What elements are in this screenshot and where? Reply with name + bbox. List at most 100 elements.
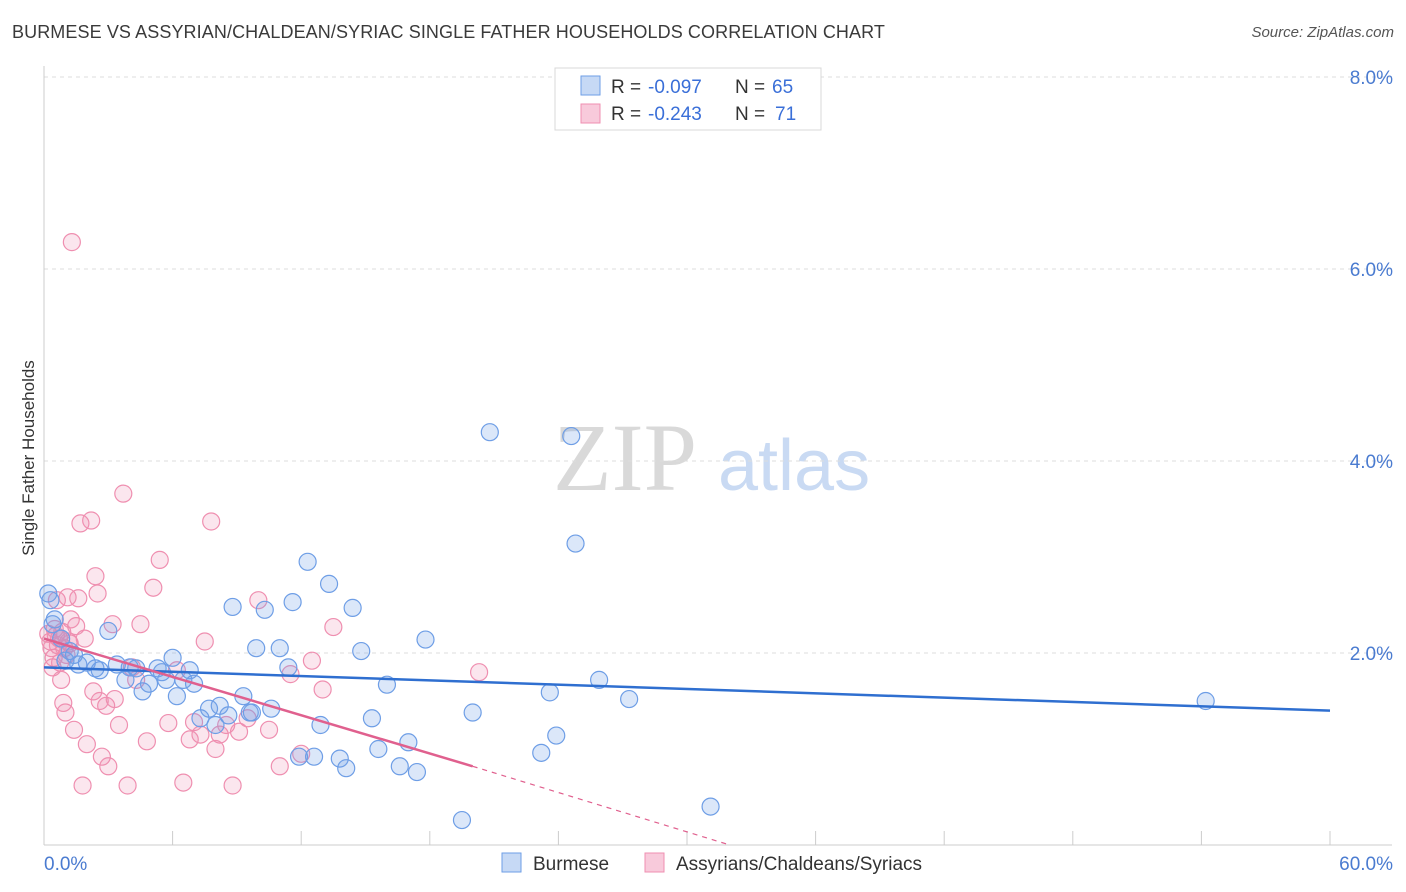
burmese-point (270, 639, 289, 658)
burmese-point (283, 593, 302, 612)
assyrian-point (62, 233, 81, 252)
burmese-point (547, 726, 566, 745)
assyrian-point (270, 757, 289, 776)
burmese-point (562, 426, 581, 446)
bottom-legend: Burmese Assyrians/Chaldeans/Syriacs (501, 852, 922, 875)
burmese-point (206, 715, 225, 735)
chart-title: BURMESE VS ASSYRIAN/CHALDEAN/SYRIAC SING… (12, 22, 885, 42)
assyrian-point (114, 484, 133, 503)
assyrian-point (249, 591, 268, 610)
burmese-point (620, 689, 639, 709)
assyrian-point (84, 682, 103, 701)
burmese-point (319, 574, 339, 593)
burmese-point (540, 683, 559, 702)
assyrian-point (137, 732, 156, 751)
burmese-point (330, 749, 349, 768)
watermark-atlas: atlas (718, 426, 870, 506)
burmese-point (219, 706, 238, 725)
assyrian-point (56, 703, 75, 722)
source-label: Source: ZipAtlas.com (1251, 24, 1394, 41)
assyrian-point (281, 665, 300, 684)
data-points (39, 233, 1215, 830)
burmese-point (279, 658, 298, 677)
legend-swatch-assyrian (580, 103, 601, 124)
legend-n-label-1: N = (735, 77, 765, 98)
burmese-point (480, 423, 499, 442)
assyrian-point (105, 689, 124, 709)
burmese-point (532, 743, 551, 762)
legend-n-value-1: 65 (772, 77, 793, 98)
grid (44, 76, 1392, 654)
legend-n-value-2: 71 (775, 104, 796, 125)
assyrian-point (73, 776, 92, 795)
assyrian-point (86, 567, 105, 586)
assyrian-point (195, 632, 214, 651)
assyrian-point (191, 725, 210, 744)
burmese-point (369, 739, 388, 759)
burmese-point (701, 797, 720, 816)
legend-swatch-burmese (580, 75, 601, 96)
assyrian-point (109, 715, 129, 735)
bottom-legend-swatch-burmese (501, 852, 522, 873)
assyrian-point (229, 722, 249, 741)
burmese-point (362, 709, 382, 728)
burmese-point (289, 747, 309, 766)
burmese-point (566, 534, 585, 553)
burmese-point (180, 661, 199, 680)
burmese-point (247, 639, 266, 658)
assyrian-point (259, 720, 279, 739)
burmese-point (298, 552, 317, 571)
legend-r-label-2: R = (611, 104, 641, 125)
assyrian-point (71, 514, 90, 533)
burmese-point (39, 584, 58, 603)
assyrian-point (77, 735, 96, 754)
assyrian-point (180, 730, 199, 749)
assyrian-point (99, 757, 118, 776)
assyrian-point (64, 720, 84, 739)
burmese-trend-line (43, 666, 1331, 712)
assyrian-point (69, 589, 88, 608)
bottom-legend-burmese: Burmese (533, 854, 609, 875)
burmese-point (167, 687, 186, 706)
assyrian-point (88, 584, 107, 603)
burmese-point (352, 641, 371, 661)
y-tick-label: 4.0% (1350, 452, 1393, 473)
assyrian-point (210, 725, 229, 744)
y-tick-label: 6.0% (1350, 260, 1393, 281)
assyrian-point (469, 663, 489, 682)
y-tick-label: 8.0% (1350, 68, 1393, 89)
burmese-point (99, 621, 118, 641)
assyrian-point (206, 739, 225, 759)
assyrian-point (144, 578, 163, 597)
burmese-point (45, 610, 64, 629)
watermark-zip: ZIP (553, 404, 697, 511)
bottom-legend-swatch-assyrian (644, 852, 665, 873)
burmese-point (416, 630, 435, 649)
axes: 2.0% 4.0% 6.0% 8.0% 0.0% 60.0% (43, 66, 1393, 875)
trend-lines (43, 637, 1331, 846)
assyrian-point (159, 713, 178, 733)
burmese-point (337, 759, 356, 778)
legend-n-label-2: N = (735, 104, 765, 125)
assyrian-trend-line (43, 637, 474, 768)
burmese-point (139, 674, 159, 693)
assyrian-point (302, 651, 322, 670)
burmese-point (304, 747, 324, 766)
y-axis-label: Single Father Households (19, 360, 38, 556)
legend-r-value-2: -0.243 (648, 104, 702, 125)
burmese-point (242, 703, 262, 722)
x-tick-label: 60.0% (1339, 854, 1393, 875)
burmese-point (452, 810, 472, 830)
burmese-point (41, 591, 60, 610)
burmese-point (463, 703, 482, 722)
assyrian-point (223, 776, 242, 795)
burmese-point (223, 597, 242, 617)
burmese-point (407, 762, 427, 782)
assyrian-point (174, 773, 193, 792)
assyrian-point (118, 776, 137, 795)
assyrian-point (131, 615, 150, 634)
legend: R = -0.097 N = 65 R = -0.243 N = 71 (554, 67, 822, 131)
assyrian-point (202, 512, 221, 531)
assyrian-point (92, 747, 111, 766)
